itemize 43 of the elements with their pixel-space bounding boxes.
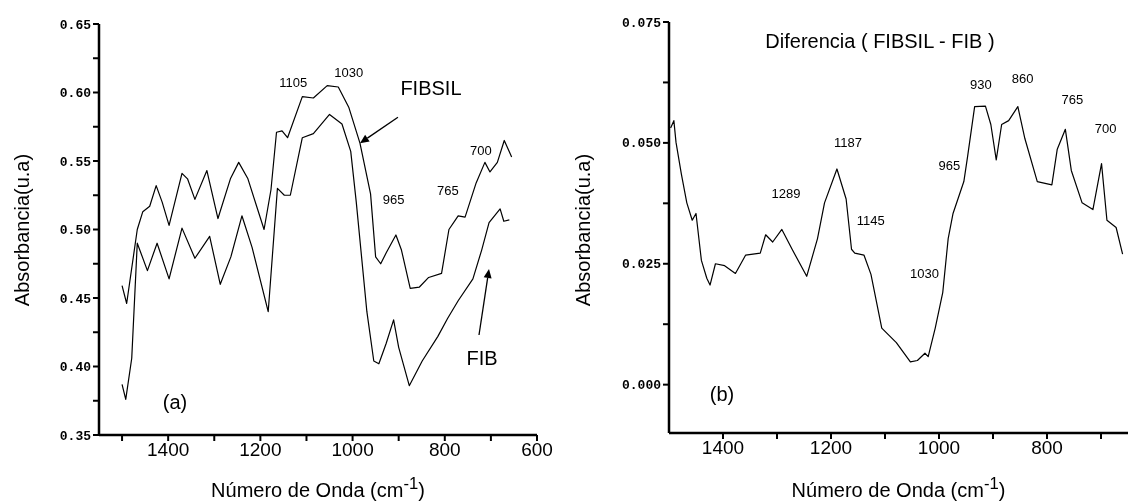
annotation: 765	[1061, 91, 1084, 107]
annotation: 700	[1094, 121, 1117, 137]
y-tick-label: 0.60	[59, 86, 92, 102]
x-axis-title: Número de Onda (cm$^{-1}$)	[791, 474, 1006, 502]
annotation: FIB	[466, 346, 498, 370]
annotation: 1105	[279, 75, 308, 91]
y-tick-label: 0.050	[621, 136, 662, 152]
annotation: (b)	[709, 382, 735, 406]
y-tick-label: 0.55	[59, 154, 92, 170]
annotation: 700	[470, 143, 492, 159]
y-axis-title: Absorbancia(u.a)	[10, 153, 34, 307]
y-tick-label: 0.45	[59, 291, 92, 307]
annotation: 1030	[334, 64, 364, 80]
y-tick-label: 0.000	[621, 378, 662, 394]
x-tick-label: 1000	[917, 437, 961, 459]
x-tick-label: 800	[1031, 437, 1063, 459]
x-tick-label: 600	[521, 439, 553, 461]
x-tick-label: 1200	[809, 437, 853, 459]
x-tick-label: 1400	[147, 439, 190, 461]
annotation: 965	[382, 192, 405, 208]
y-tick-label: 0.35	[59, 428, 92, 444]
x-tick-label: 1200	[239, 439, 282, 461]
x-tick-label: 1400	[701, 437, 745, 459]
annotation: 1145	[856, 212, 885, 228]
y-axis-title: Absorbancia(u.a)	[571, 153, 595, 307]
x-tick-label: 1000	[331, 439, 374, 461]
annotation: 860	[1011, 71, 1034, 87]
y-tick-label: 0.075	[621, 15, 662, 31]
y-tick-label: 0.65	[59, 17, 92, 33]
x-tick-label: 800	[428, 439, 461, 461]
annotation: 1030	[909, 265, 939, 281]
chart-title: Diferencia ( FIBSIL - FIB )	[765, 29, 995, 53]
annotation: 765	[437, 183, 459, 199]
annotation: 1187	[834, 135, 862, 151]
annotation: FIBSIL	[400, 77, 462, 100]
y-tick-label: 0.025	[621, 257, 662, 273]
y-tick-label: 0.50	[59, 223, 92, 239]
y-tick-label: 0.40	[59, 360, 92, 376]
annotation: (a)	[162, 390, 188, 414]
annotation: 1289	[771, 186, 801, 202]
annotation: 930	[969, 76, 992, 92]
annotation: 965	[938, 157, 961, 173]
x-axis-title: Número de Onda (cm$^{-1}$)	[211, 474, 425, 502]
